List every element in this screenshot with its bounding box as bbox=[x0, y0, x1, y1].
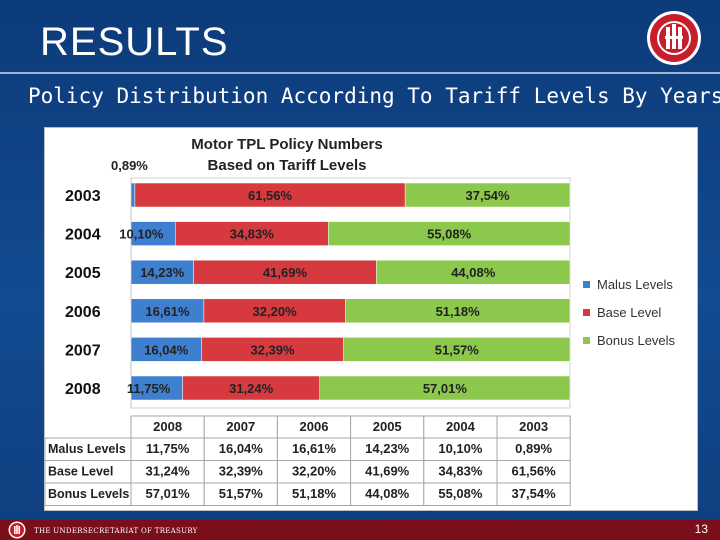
data-label: 31,24% bbox=[229, 381, 274, 396]
data-label: 16,04% bbox=[144, 342, 189, 357]
y-tick-label: 2003 bbox=[65, 188, 101, 205]
bar-segment bbox=[182, 375, 320, 401]
data-table: 2008 2007 2006 2005 2004 2003 Malus Levels 11,7… bbox=[44, 415, 571, 506]
data-label: 10,10% bbox=[119, 227, 164, 242]
bar-segment bbox=[327, 221, 571, 246]
table-cell-value: 32,39% bbox=[219, 464, 264, 479]
table-cell-value: 51,18% bbox=[292, 486, 337, 501]
table-cell-value: 41,69% bbox=[365, 464, 410, 479]
bar-segment bbox=[130, 259, 194, 285]
chart-title-line-2: Based on Tariff Levels bbox=[208, 157, 367, 174]
bar-segment bbox=[404, 182, 571, 208]
legend-label: Malus Levels bbox=[597, 277, 673, 292]
page-number: 13 bbox=[694, 522, 708, 536]
footer-seal-icon bbox=[8, 521, 26, 539]
footer-bar bbox=[0, 520, 720, 540]
table-row-label: Bonus Levels bbox=[48, 487, 129, 501]
data-label: 32,20% bbox=[253, 304, 298, 319]
bar-segment bbox=[130, 182, 136, 208]
data-label: 16,61% bbox=[145, 304, 190, 319]
plot-area: 2003 0,89% 61,56% 37,54% 2004 10,10% 34,83% 55,… bbox=[65, 158, 571, 409]
data-label: 51,57% bbox=[435, 342, 480, 357]
slide-subtitle: Policy Distribution According To Tariff … bbox=[28, 84, 720, 108]
table-cell-value: 55,08% bbox=[438, 486, 483, 501]
table-column-header: 2005 bbox=[373, 419, 402, 434]
data-label: 61,56% bbox=[248, 188, 293, 203]
table-cell-value: 14,23% bbox=[365, 441, 410, 456]
bar-segment bbox=[130, 298, 205, 324]
y-tick-label: 2008 bbox=[65, 381, 101, 398]
bar-segment bbox=[130, 221, 176, 246]
legend-label: Base Level bbox=[597, 305, 661, 320]
y-tick-label: 2005 bbox=[65, 265, 101, 282]
y-tick-label: 2004 bbox=[65, 227, 101, 244]
bar-segment bbox=[134, 182, 406, 208]
table-row-label: Base Level bbox=[48, 465, 113, 479]
y-tick-label: 2007 bbox=[65, 342, 101, 359]
table-column-header: 2006 bbox=[300, 419, 329, 434]
data-label: 0,89% bbox=[111, 158, 148, 173]
bar-segment bbox=[319, 375, 571, 401]
table-cell-value: 31,24% bbox=[146, 464, 191, 479]
table-cell-value: 16,61% bbox=[292, 441, 337, 456]
data-label: 37,54% bbox=[466, 188, 511, 203]
table-cell-value: 37,54% bbox=[512, 486, 557, 501]
chart-panel: Motor TPL Policy Numbers Based on Tariff… bbox=[44, 127, 698, 511]
table-cell-value: 32,20% bbox=[292, 464, 337, 479]
legend-swatch bbox=[583, 309, 590, 316]
footer-organization: THE UNDERSECRETARIAT OF TREASURY bbox=[34, 527, 198, 535]
data-label: 51,18% bbox=[436, 304, 481, 319]
table-column-header: 2004 bbox=[446, 419, 476, 434]
legend-label: Bonus Levels bbox=[597, 333, 676, 348]
data-label: 34,83% bbox=[230, 227, 275, 242]
table-cell-value: 51,57% bbox=[219, 486, 264, 501]
table-column-header: 2008 bbox=[153, 419, 182, 434]
bar-segment bbox=[203, 298, 346, 324]
data-label: 11,75% bbox=[127, 381, 171, 396]
table-column-header: 2007 bbox=[226, 419, 255, 434]
header-divider bbox=[0, 72, 720, 74]
data-label: 57,01% bbox=[423, 381, 468, 396]
stacked-bar-chart: Motor TPL Policy Numbers Based on Tariff… bbox=[44, 136, 676, 506]
chart-legend: Malus Levels Base Level Bonus Levels bbox=[583, 277, 676, 348]
chart-title-line-1: Motor TPL Policy Numbers bbox=[191, 136, 382, 153]
bar-segment bbox=[193, 259, 377, 285]
table-cell-value: 44,08% bbox=[365, 486, 410, 501]
table-cell-value: 16,04% bbox=[219, 441, 264, 456]
bar-segment bbox=[343, 337, 571, 362]
data-label: 41,69% bbox=[263, 265, 308, 280]
table-row-label: Malus Levels bbox=[48, 442, 126, 456]
table-cell-value: 0,89% bbox=[515, 441, 552, 456]
plot-frame bbox=[130, 177, 571, 409]
bar-segment bbox=[175, 221, 329, 246]
table-cell-value: 11,75% bbox=[146, 441, 190, 456]
bar-segment bbox=[345, 298, 571, 324]
table-column-header: 2003 bbox=[519, 419, 548, 434]
data-label: 44,08% bbox=[451, 265, 496, 280]
data-label: 32,39% bbox=[250, 342, 295, 357]
slide-title: RESULTS bbox=[40, 20, 229, 64]
university-seal-icon bbox=[647, 11, 701, 65]
table-cell-value: 57,01% bbox=[146, 486, 191, 501]
bar-segment bbox=[376, 259, 571, 285]
table-cell bbox=[496, 482, 571, 506]
legend-swatch bbox=[583, 337, 590, 344]
table-cell-value: 34,83% bbox=[438, 464, 483, 479]
data-label: 14,23% bbox=[140, 265, 185, 280]
table-cell-value: 10,10% bbox=[438, 441, 483, 456]
bar-segment bbox=[201, 337, 344, 362]
data-label: 55,08% bbox=[427, 227, 472, 242]
bar-segment bbox=[130, 337, 202, 362]
legend-swatch bbox=[583, 281, 590, 288]
bar-segment bbox=[130, 375, 183, 401]
table-cell-value: 61,56% bbox=[512, 464, 557, 479]
y-tick-label: 2006 bbox=[65, 304, 101, 321]
